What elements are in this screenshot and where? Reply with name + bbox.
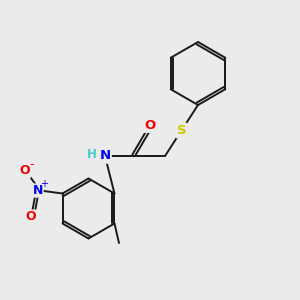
Text: S: S xyxy=(177,124,186,137)
Text: O: O xyxy=(26,210,36,223)
Text: H: H xyxy=(87,148,96,161)
Text: +: + xyxy=(40,179,48,190)
Text: O: O xyxy=(144,118,156,132)
Text: O: O xyxy=(20,164,30,178)
Text: N: N xyxy=(99,149,111,163)
Text: N: N xyxy=(33,184,43,197)
Text: -: - xyxy=(29,158,34,171)
